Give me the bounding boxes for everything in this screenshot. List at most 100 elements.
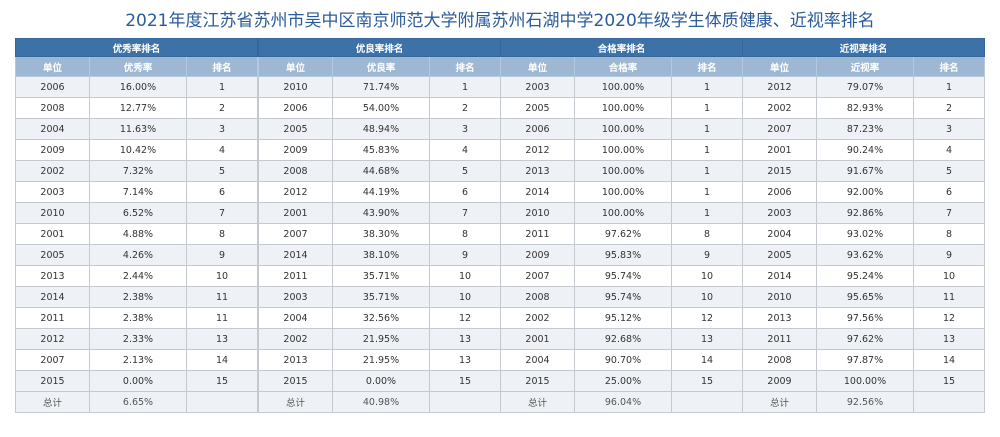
rank-cell: 7 [913, 202, 985, 224]
total-label: 总计 [742, 391, 817, 413]
rate-cell: 2.38% [89, 286, 187, 308]
table-row: 2002 95.12% 12 [500, 307, 743, 329]
unit-cell: 2008 [15, 97, 90, 119]
table-row: 2007 87.23% 3 [742, 118, 985, 140]
rank-cell: 2 [186, 97, 258, 119]
total-row: 总计 40.98% [258, 391, 501, 413]
rank-cell: 15 [429, 370, 501, 392]
rank-cell: 9 [913, 244, 985, 266]
rate-cell: 100.00% [574, 118, 672, 140]
rank-cell: 13 [671, 328, 743, 350]
rate-cell: 48.94% [332, 118, 430, 140]
rate-cell: 92.68% [574, 328, 672, 350]
table-row: 2004 32.56% 12 [258, 307, 501, 329]
table-row: 2012 79.07% 1 [742, 76, 985, 98]
unit-cell: 2011 [500, 223, 575, 245]
table-row: 2005 93.62% 9 [742, 244, 985, 266]
rank-cell: 13 [913, 328, 985, 350]
unit-cell: 2009 [15, 139, 90, 161]
rank-cell: 5 [913, 160, 985, 182]
rank-cell: 6 [913, 181, 985, 203]
unit-cell: 2012 [258, 181, 333, 203]
rank-cell: 2 [913, 97, 985, 119]
rate-cell: 93.02% [816, 223, 914, 245]
unit-cell: 2011 [15, 307, 90, 329]
table-row: 2009 45.83% 4 [258, 139, 501, 161]
unit-cell: 2008 [500, 286, 575, 308]
rank-cell: 11 [913, 286, 985, 308]
unit-cell: 2001 [500, 328, 575, 350]
unit-cell: 2002 [742, 97, 817, 119]
total-value: 6.65% [89, 391, 187, 413]
table-row: 2004 11.63% 3 [15, 118, 258, 140]
rate-cell: 97.56% [816, 307, 914, 329]
rank-cell: 6 [429, 181, 501, 203]
unit-cell: 2010 [500, 202, 575, 224]
unit-cell: 2013 [500, 160, 575, 182]
table-row: 2014 38.10% 9 [258, 244, 501, 266]
table-row: 2008 97.87% 14 [742, 349, 985, 371]
table-row: 2011 97.62% 13 [742, 328, 985, 350]
table-row: 2006 16.00% 1 [15, 76, 258, 98]
rate-cell: 95.83% [574, 244, 672, 266]
rank-cell: 10 [671, 286, 743, 308]
unit-cell: 2011 [742, 328, 817, 350]
rate-cell: 95.74% [574, 286, 672, 308]
rank-cell: 10 [186, 265, 258, 287]
table-row: 2001 92.68% 13 [500, 328, 743, 350]
rate-cell: 92.86% [816, 202, 914, 224]
unit-cell: 2004 [258, 307, 333, 329]
rate-cell: 0.00% [332, 370, 430, 392]
table-row: 2003 100.00% 1 [500, 76, 743, 98]
table-row: 2007 95.74% 10 [500, 265, 743, 287]
rank-cell: 4 [429, 139, 501, 161]
rank-cell: 1 [671, 160, 743, 182]
unit-cell: 2005 [742, 244, 817, 266]
unit-cell: 2014 [500, 181, 575, 203]
rate-cell: 100.00% [574, 160, 672, 182]
rank-cell: 12 [429, 307, 501, 329]
rate-cell: 2.44% [89, 265, 187, 287]
total-value: 96.04% [574, 391, 672, 413]
table-row: 2009 10.42% 4 [15, 139, 258, 161]
table-heading: 合格率排名 [500, 38, 743, 57]
rate-cell: 79.07% [816, 76, 914, 98]
rate-cell: 87.23% [816, 118, 914, 140]
pass-rate-table: 合格率排名 单位 合格率 排名 2003 100.00% 1 2005 100.00% 1 2006… [500, 38, 743, 413]
rank-cell: 9 [429, 244, 501, 266]
rate-cell: 21.95% [332, 328, 430, 350]
column-header-unit: 单位 [258, 56, 333, 77]
rank-cell: 8 [429, 223, 501, 245]
rank-cell: 10 [671, 265, 743, 287]
unit-cell: 2009 [742, 370, 817, 392]
rate-cell: 35.71% [332, 265, 430, 287]
unit-cell: 2005 [500, 97, 575, 119]
unit-cell: 2015 [742, 160, 817, 182]
rank-cell: 4 [186, 139, 258, 161]
rate-cell: 54.00% [332, 97, 430, 119]
table-row: 2010 71.74% 1 [258, 76, 501, 98]
table-row: 2008 95.74% 10 [500, 286, 743, 308]
rate-cell: 32.56% [332, 307, 430, 329]
table-row: 2010 95.65% 11 [742, 286, 985, 308]
total-row: 总计 92.56% [742, 391, 985, 413]
rank-cell: 11 [186, 286, 258, 308]
unit-cell: 2014 [15, 286, 90, 308]
rate-cell: 95.12% [574, 307, 672, 329]
rank-cell: 12 [913, 307, 985, 329]
table-row: 2008 12.77% 2 [15, 97, 258, 119]
rank-cell: 1 [913, 76, 985, 98]
column-header-rank: 排名 [913, 56, 985, 77]
rate-cell: 44.68% [332, 160, 430, 182]
unit-cell: 2001 [742, 139, 817, 161]
unit-cell: 2010 [742, 286, 817, 308]
rank-cell: 1 [671, 97, 743, 119]
rate-cell: 91.67% [816, 160, 914, 182]
rank-cell: 9 [671, 244, 743, 266]
rate-cell: 25.00% [574, 370, 672, 392]
table-row: 2012 100.00% 1 [500, 139, 743, 161]
table-row: 2001 4.88% 8 [15, 223, 258, 245]
rank-cell: 6 [186, 181, 258, 203]
rank-cell: 13 [186, 328, 258, 350]
rate-cell: 45.83% [332, 139, 430, 161]
